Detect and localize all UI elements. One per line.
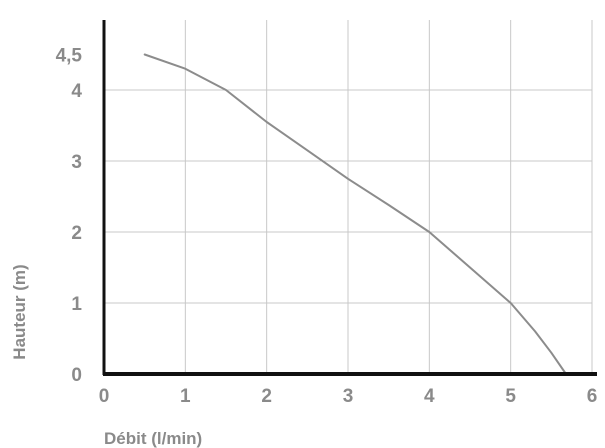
y-tick-label-4: 4 [71,81,82,102]
y-axis-label: Hauteur (m) [10,264,29,359]
y-tick-label-4-5: 4,5 [56,46,83,67]
y-tick-label-1: 1 [71,294,82,315]
x-tick-label-1: 1 [180,386,191,407]
y-tick-label-3: 3 [71,152,82,173]
y-tick-label-0: 0 [71,365,82,386]
x-tick-label-0: 0 [99,386,110,407]
chart-axes [102,20,597,376]
series-line-0 [143,53,567,375]
x-tick-label-2: 2 [261,386,272,407]
chart-grid [104,20,593,374]
y-tick-label-2: 2 [71,223,82,244]
series-group [143,53,567,375]
x-tick-labels: 0 1 2 3 4 5 6 [99,386,598,407]
x-tick-label-3: 3 [343,386,354,407]
x-axis-label: Débit (l/min) [104,429,202,448]
x-tick-label-5: 5 [505,386,516,407]
y-tick-labels: 0 1 2 3 4 4,5 [56,46,83,387]
x-tick-label-4: 4 [424,386,435,407]
x-tick-label-6: 6 [587,386,598,407]
